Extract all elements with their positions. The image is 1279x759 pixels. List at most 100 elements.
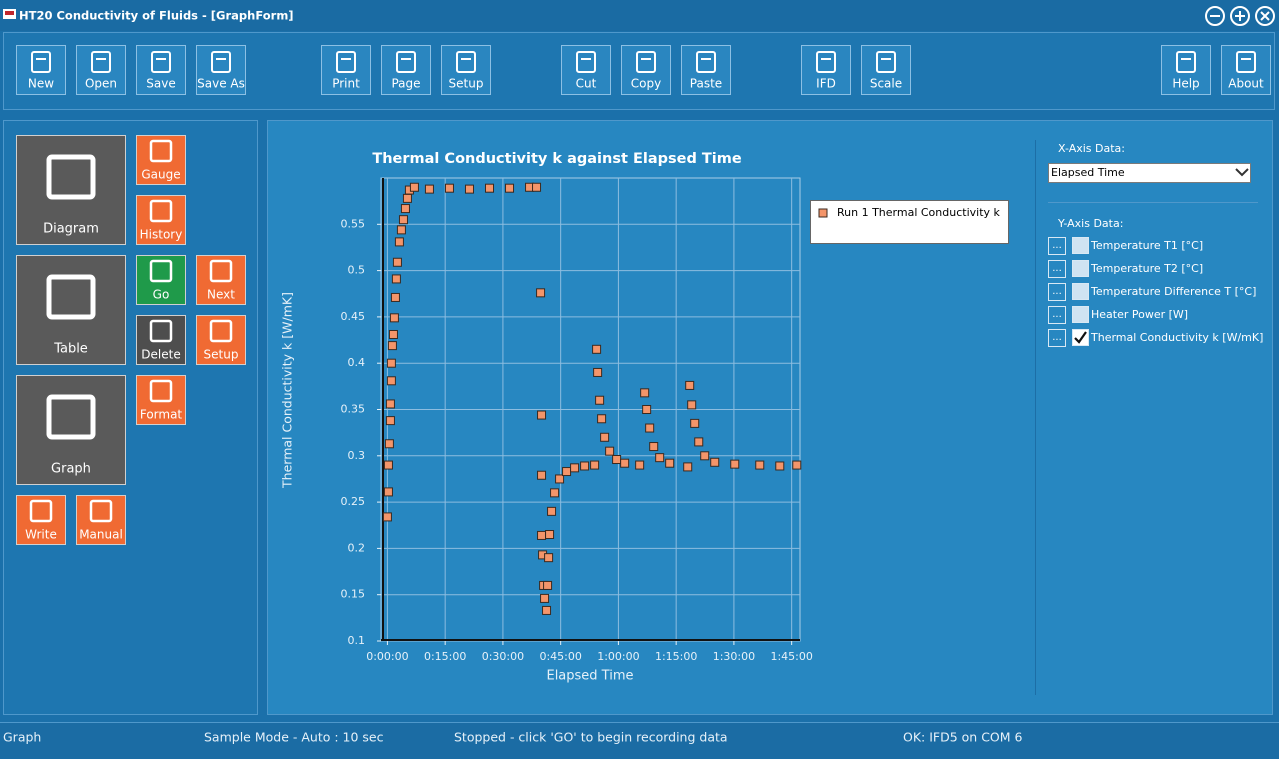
- data-point: [424, 184, 434, 194]
- series-options-button[interactable]: ...: [1048, 329, 1066, 347]
- data-point: [537, 530, 547, 540]
- button-frame: [861, 45, 911, 95]
- x-tick-label: 0:00:00: [366, 650, 408, 663]
- series-options-button[interactable]: ...: [1048, 283, 1066, 301]
- button-label: New: [28, 77, 54, 91]
- options-box: [1048, 260, 1066, 278]
- toolbar-button[interactable]: Help: [1161, 45, 1211, 95]
- button-icon: [209, 259, 233, 283]
- minimize-button[interactable]: [1205, 6, 1225, 26]
- button-icon: [46, 394, 96, 440]
- button-label: Scale: [870, 77, 902, 91]
- data-point: [555, 474, 565, 484]
- button-frame: [136, 45, 186, 95]
- toolbar-button[interactable]: IFD: [801, 45, 851, 95]
- button-label: Write: [25, 528, 57, 542]
- data-point: [543, 580, 553, 590]
- x-tick-label: 1:45:00: [770, 650, 812, 663]
- series-options-button[interactable]: ...: [1048, 237, 1066, 255]
- button-frame: [76, 45, 126, 95]
- sidebar-button[interactable]: Delete: [136, 315, 186, 365]
- toolbar-button[interactable]: New: [16, 45, 66, 95]
- series-checkbox[interactable]: [1072, 260, 1089, 277]
- series-checkbox[interactable]: [1072, 306, 1089, 323]
- button-icon: [149, 319, 173, 343]
- data-point: [398, 215, 408, 225]
- button-frame: [621, 45, 671, 95]
- data-point: [544, 553, 554, 563]
- button-icon: [149, 259, 173, 283]
- button-icon: [46, 274, 96, 320]
- sidebar-button[interactable]: Write: [16, 495, 66, 545]
- data-point: [755, 460, 765, 470]
- button-label: Diagram: [43, 222, 99, 237]
- legend-box: [810, 200, 1009, 244]
- data-point: [645, 423, 655, 433]
- toolbar-button[interactable]: Open: [76, 45, 126, 95]
- sidebar-button[interactable]: Graph: [16, 375, 126, 485]
- x-axis-dropdown[interactable]: Elapsed Time: [1048, 163, 1251, 183]
- data-point: [545, 530, 555, 540]
- toolbar-button[interactable]: Print: [321, 45, 371, 95]
- button-icon: [211, 51, 231, 73]
- toolbar-button[interactable]: Paste: [681, 45, 731, 95]
- data-point: [505, 183, 515, 193]
- sidebar-button[interactable]: Table: [16, 255, 126, 365]
- toolbar-button[interactable]: Setup: [441, 45, 491, 95]
- data-point: [387, 341, 397, 351]
- data-point: [388, 329, 398, 339]
- title-bar: [0, 0, 1279, 31]
- toolbar-button[interactable]: Copy: [621, 45, 671, 95]
- series-checkbox[interactable]: [1072, 283, 1089, 300]
- status-bar: [0, 722, 1279, 759]
- data-point: [580, 461, 590, 471]
- data-point: [382, 512, 392, 522]
- sidebar-button[interactable]: Setup: [196, 315, 246, 365]
- series-checkbox[interactable]: [1072, 329, 1089, 346]
- series-options-button[interactable]: ...: [1048, 260, 1066, 278]
- sidebar-button[interactable]: History: [136, 195, 186, 245]
- sidebar-button[interactable]: Next: [196, 255, 246, 305]
- data-point: [694, 437, 704, 447]
- data-point: [562, 467, 572, 477]
- button-icon: [209, 319, 233, 343]
- checkmark: [1074, 331, 1087, 344]
- toolbar-button[interactable]: Save As: [196, 45, 246, 95]
- sidebar-button[interactable]: Manual: [76, 495, 126, 545]
- toolbar-button[interactable]: Save: [136, 45, 186, 95]
- button-label: Setup: [204, 348, 239, 362]
- series-label: Heater Power [W]: [1091, 308, 1188, 321]
- toolbar-button[interactable]: Cut: [561, 45, 611, 95]
- close-glyph: [1260, 11, 1270, 21]
- y-tick-label: 0.4: [348, 356, 366, 369]
- data-point: [690, 418, 700, 428]
- close-button[interactable]: [1255, 6, 1275, 26]
- button-frame: [1221, 45, 1271, 95]
- sidebar-button[interactable]: Gauge: [136, 135, 186, 185]
- button-icon: [89, 499, 113, 523]
- toolbar-button[interactable]: Page: [381, 45, 431, 95]
- data-point: [485, 183, 495, 193]
- button-icon: [1236, 51, 1256, 73]
- data-point: [683, 462, 693, 472]
- x-axis-data-label: X-Axis Data:: [1058, 142, 1125, 155]
- button-label: Save: [146, 77, 175, 91]
- data-point: [386, 358, 396, 368]
- series-checkbox[interactable]: [1072, 237, 1089, 254]
- y-tick-label: 0.5: [348, 264, 366, 277]
- button-icon: [1176, 51, 1196, 73]
- button-frame: [321, 45, 371, 95]
- data-point: [593, 367, 603, 377]
- sidebar-button[interactable]: Format: [136, 375, 186, 425]
- sidebar-button[interactable]: Go: [136, 255, 186, 305]
- toolbar-button[interactable]: About: [1221, 45, 1271, 95]
- options-text: ...: [1052, 332, 1062, 343]
- sidebar-button[interactable]: Diagram: [16, 135, 126, 245]
- chart-title: Thermal Conductivity k against Elapsed T…: [372, 151, 742, 167]
- series-options-button[interactable]: ...: [1048, 306, 1066, 324]
- button-frame: [561, 45, 611, 95]
- data-point: [570, 463, 580, 473]
- toolbar-button[interactable]: Scale: [861, 45, 911, 95]
- y-axis-data-label: Y-Axis Data:: [1057, 217, 1123, 230]
- maximize-button[interactable]: [1230, 6, 1250, 26]
